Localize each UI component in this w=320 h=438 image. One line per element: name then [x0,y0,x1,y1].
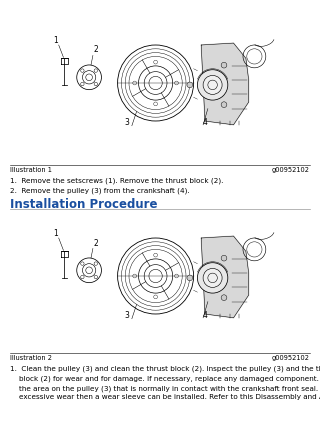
Text: 2: 2 [93,46,98,54]
Text: excessive wear then a wear sleeve can be installed. Refer to this Disassembly an: excessive wear then a wear sleeve can be… [10,395,320,400]
Text: Illustration 2: Illustration 2 [10,355,52,361]
Text: the area on the pulley (3) that is normally in contact with the crankshaft front: the area on the pulley (3) that is norma… [10,385,320,392]
Circle shape [187,82,193,88]
Text: 3: 3 [125,118,130,127]
Text: g00952102: g00952102 [272,167,310,173]
Circle shape [221,102,227,107]
Text: 1.  Remove the setscrews (1). Remove the thrust block (2).: 1. Remove the setscrews (1). Remove the … [10,178,223,184]
Circle shape [203,268,222,287]
Text: 1.  Clean the pulley (3) and clean the thrust block (2). Inspect the pulley (3) : 1. Clean the pulley (3) and clean the th… [10,366,320,372]
Text: Illustration 1: Illustration 1 [10,167,52,173]
Circle shape [187,275,193,281]
Text: block (2) for wear and for damage. If necessary, replace any damaged component. : block (2) for wear and for damage. If ne… [10,375,320,382]
Circle shape [197,70,228,100]
Text: 1: 1 [53,229,58,238]
Text: 1: 1 [53,36,58,45]
Circle shape [203,75,222,95]
Polygon shape [201,236,249,318]
Text: g00952102: g00952102 [272,355,310,361]
Text: 2.  Remove the pulley (3) from the crankshaft (4).: 2. Remove the pulley (3) from the cranks… [10,187,190,194]
Text: 3: 3 [125,311,130,320]
Text: Installation Procedure: Installation Procedure [10,198,157,211]
Text: 4: 4 [203,311,207,320]
Circle shape [221,295,227,300]
Polygon shape [201,43,249,125]
Text: 2: 2 [93,239,98,247]
Circle shape [221,62,227,68]
Circle shape [197,263,228,293]
Text: 4: 4 [203,118,207,127]
Circle shape [221,255,227,261]
